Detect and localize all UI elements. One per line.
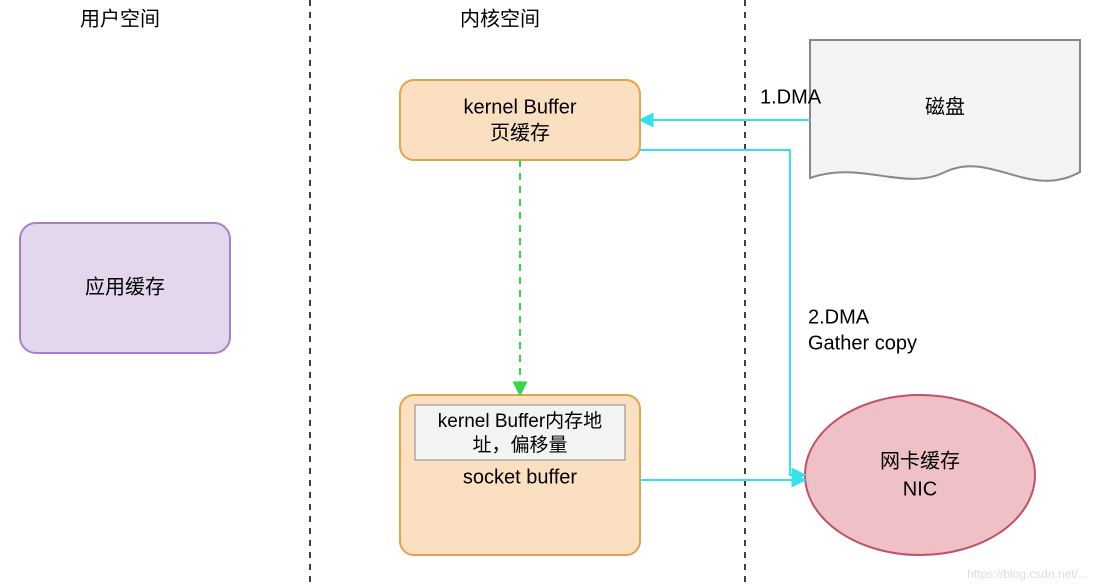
edge-dma-gather-label2: Gather copy bbox=[808, 332, 917, 354]
node-nic: 网卡缓存 NIC bbox=[805, 395, 1035, 555]
watermark-text: https://blog.csdn.net/... bbox=[967, 567, 1088, 581]
node-socket-inner-label2: 址，偏移量 bbox=[472, 434, 567, 456]
node-socket-buffer-label: socket buffer bbox=[463, 466, 577, 488]
node-socket-inner-label1: kernel Buffer内存地 bbox=[438, 410, 602, 432]
node-disk: 磁盘 bbox=[810, 40, 1080, 181]
header-kernel-space: 内核空间 bbox=[460, 7, 540, 30]
node-kernel-buffer: kernel Buffer 页缓存 bbox=[400, 80, 640, 160]
edge-dma-gather-label1: 2.DMA bbox=[808, 306, 870, 328]
edge-kbuf-to-nic bbox=[640, 150, 805, 475]
node-app-cache: 应用缓存 bbox=[20, 223, 230, 353]
node-nic-label2: NIC bbox=[903, 478, 937, 500]
edge-disk-to-kbuf-label: 1.DMA bbox=[760, 86, 822, 108]
node-kernel-buffer-label1: kernel Buffer bbox=[463, 96, 576, 118]
node-app-cache-label: 应用缓存 bbox=[85, 275, 165, 298]
header-user-space: 用户空间 bbox=[80, 7, 160, 30]
node-socket-buffer: kernel Buffer内存地 址，偏移量 socket buffer bbox=[400, 395, 640, 555]
node-disk-label: 磁盘 bbox=[925, 95, 965, 118]
node-kernel-buffer-label2: 页缓存 bbox=[490, 121, 550, 144]
node-nic-label1: 网卡缓存 bbox=[880, 449, 960, 472]
